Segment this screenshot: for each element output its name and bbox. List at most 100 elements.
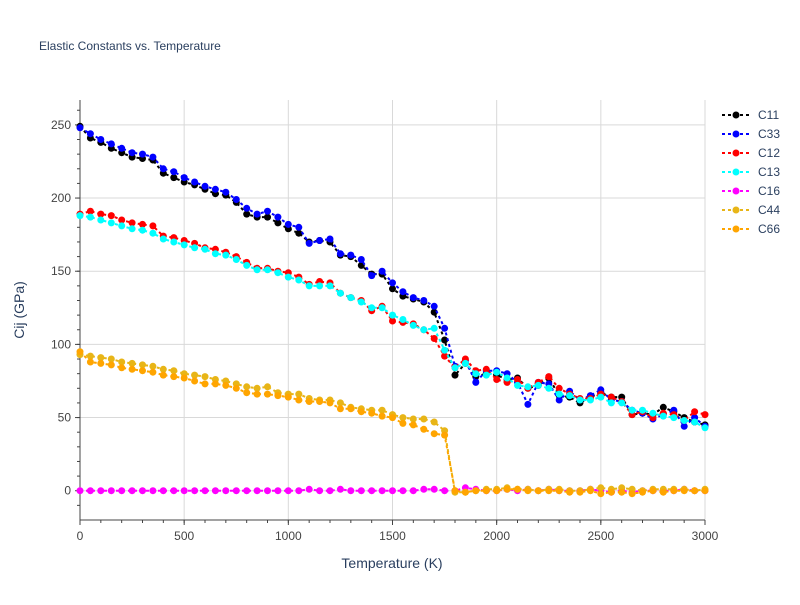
data-point: [399, 419, 407, 427]
data-point: [378, 412, 386, 420]
data-point: [336, 250, 344, 258]
data-point: [461, 488, 469, 496]
y-tick-label: 250: [51, 118, 71, 132]
x-tick-label: 2500: [587, 529, 614, 543]
data-point: [139, 220, 146, 228]
data-point: [118, 222, 126, 230]
y-tick-label: 50: [58, 411, 72, 425]
data-point: [305, 282, 313, 290]
data-point: [139, 361, 146, 369]
data-point: [389, 317, 396, 325]
plot-area: [76, 122, 709, 498]
data-point: [691, 408, 699, 416]
x-tick-label: 500: [174, 529, 194, 543]
data-point: [524, 487, 532, 495]
data-point: [159, 371, 167, 379]
data-point: [253, 384, 261, 392]
data-point: [347, 251, 355, 259]
data-point: [420, 297, 428, 304]
data-point: [368, 304, 376, 312]
data-point: [659, 488, 667, 496]
legend-label: C33: [758, 127, 780, 141]
data-point: [264, 207, 271, 215]
data-point: [316, 487, 324, 495]
data-point: [472, 487, 480, 495]
legend-item-C66[interactable]: C66: [722, 222, 780, 236]
data-point: [409, 487, 417, 495]
data-point: [493, 376, 501, 383]
data-point: [545, 384, 553, 392]
data-point: [86, 352, 94, 360]
data-point: [180, 174, 188, 182]
data-point: [368, 272, 376, 280]
data-point: [524, 400, 532, 408]
data-point: [430, 418, 438, 426]
data-point: [232, 487, 240, 495]
data-point: [243, 204, 251, 212]
data-point: [274, 269, 282, 277]
data-point: [274, 392, 282, 400]
legend-item-C13[interactable]: C13: [722, 165, 780, 179]
data-point: [118, 487, 126, 495]
data-point: [430, 485, 438, 493]
data-point: [514, 376, 521, 383]
data-point: [628, 406, 636, 414]
legend-item-C12[interactable]: C12: [722, 146, 780, 160]
legend-swatch-marker: [732, 111, 740, 119]
legend-label: C12: [758, 146, 780, 160]
data-point: [128, 149, 136, 157]
data-point: [264, 213, 271, 221]
data-point: [639, 488, 646, 496]
data-point: [159, 165, 167, 173]
data-point: [482, 371, 490, 379]
data-point: [128, 359, 136, 367]
data-point: [118, 144, 126, 152]
data-point: [347, 405, 355, 413]
data-point: [180, 487, 188, 495]
grid: [80, 100, 706, 520]
data-point: [378, 406, 386, 414]
data-point: [555, 396, 563, 404]
legend-swatch-marker: [732, 187, 740, 195]
x-tick-label: 1500: [379, 529, 406, 543]
data-point: [399, 487, 407, 495]
data-point: [191, 377, 199, 385]
legend-swatch-marker: [732, 225, 740, 233]
data-point: [409, 421, 417, 429]
data-point: [191, 178, 199, 186]
legend-item-C44[interactable]: C44: [722, 203, 780, 217]
data-point: [149, 487, 157, 495]
data-point: [336, 405, 344, 413]
data-point: [566, 392, 574, 400]
data-point: [555, 384, 563, 392]
data-point: [232, 196, 240, 203]
legend-item-C16[interactable]: C16: [722, 184, 780, 198]
data-point: [503, 374, 511, 382]
data-point: [243, 487, 251, 495]
data-point: [97, 216, 105, 224]
data-point: [472, 378, 480, 386]
data-point: [170, 238, 178, 246]
data-point: [618, 488, 626, 496]
data-point: [107, 140, 115, 148]
data-point: [316, 398, 324, 405]
data-point: [97, 136, 105, 143]
data-point: [493, 368, 501, 376]
data-point: [409, 415, 417, 423]
data-point: [86, 487, 94, 495]
legend-item-C33[interactable]: C33: [722, 127, 780, 141]
data-point: [670, 414, 678, 422]
data-point: [451, 487, 459, 495]
x-axis-title: Temperature (K): [341, 555, 442, 571]
legend[interactable]: C11 C33 C12 C13 C16 C44 C66: [722, 108, 780, 236]
data-point: [201, 373, 209, 381]
data-point: [399, 288, 407, 296]
data-point: [295, 276, 303, 284]
data-point: [201, 245, 209, 253]
legend-item-C11[interactable]: C11: [722, 108, 779, 122]
data-point: [295, 390, 303, 398]
x-tick-label: 2000: [483, 529, 510, 543]
x-tick-label: 3000: [692, 529, 719, 543]
legend-label: C11: [758, 108, 779, 122]
